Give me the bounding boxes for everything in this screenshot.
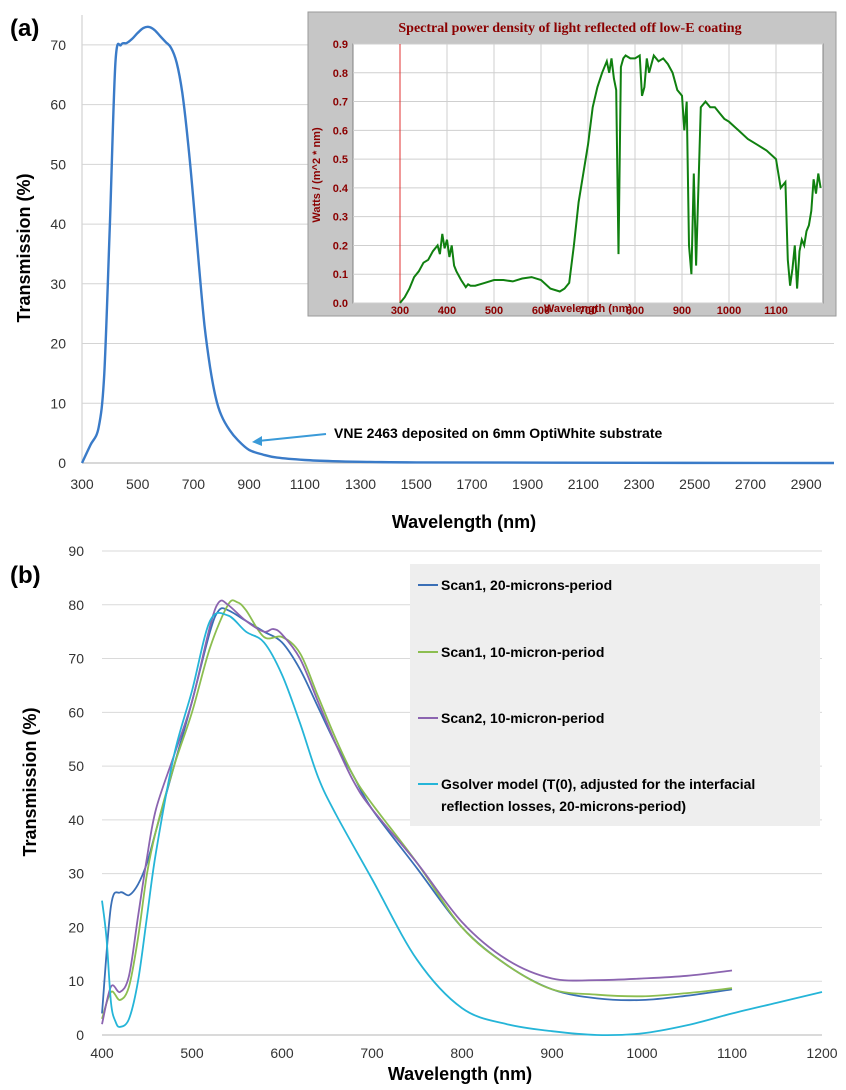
panel-a-label: (a) — [10, 15, 39, 42]
legend-entry: Scan1, 20-microns-period — [441, 577, 612, 593]
inset-title: Spectral power density of light reflecte… — [398, 21, 741, 36]
panel-a-x-tick-label: 1900 — [512, 476, 543, 492]
panel-a-x-tick-label: 2100 — [568, 476, 599, 492]
inset-x-tick-label: 1000 — [717, 305, 741, 317]
panel-b-x-tick-label: 700 — [360, 1045, 384, 1061]
panel-a-x-tick-label: 1100 — [290, 476, 320, 492]
inset-y-tick-label: 0.5 — [333, 154, 348, 166]
panel-b-series-lines — [101, 599, 823, 1037]
panel-a-x-tick-label: 500 — [126, 476, 150, 492]
panel-a-y-axis-title: Transmission (%) — [14, 173, 34, 322]
inset-chart: Spectral power density of light reflecte… — [307, 11, 837, 317]
panel-b-series-line — [101, 611, 823, 1037]
panel-a-x-tick-label: 1700 — [456, 476, 487, 492]
panel-a-x-tick-label: 1500 — [401, 476, 432, 492]
panel-a-y-tick-label: 70 — [50, 37, 66, 53]
panel-b-y-ticks: 0 10 20 30 40 50 60 70 80 90 — [68, 543, 84, 1043]
panel-b-chart: (b) 0 10 20 30 40 50 60 70 80 90 400 500 600 700 800 9… — [10, 543, 838, 1084]
panel-b-y-tick-label: 50 — [68, 758, 84, 774]
inset-y-tick-label: 0.2 — [333, 240, 348, 252]
inset-x-axis-title: Wavelength (nm) — [544, 303, 633, 315]
inset-x-tick-label: 1100 — [764, 305, 788, 317]
inset-y-tick-label: 0.9 — [333, 39, 348, 51]
inset-y-tick-label: 0.0 — [333, 298, 348, 310]
panel-a-x-axis-title: Wavelength (nm) — [392, 512, 536, 532]
inset-x-tick-label: 800 — [626, 305, 644, 317]
annotation-text: VNE 2463 deposited on 6mm OptiWhite subs… — [334, 425, 663, 441]
panel-b-label: (b) — [10, 562, 41, 589]
panel-b-y-tick-label: 80 — [68, 597, 84, 613]
panel-b-x-tick-label: 400 — [90, 1045, 114, 1061]
panel-b-x-tick-label: 1000 — [626, 1045, 657, 1061]
inset-y-tick-label: 0.6 — [333, 125, 348, 137]
panel-a-y-tick-label: 10 — [50, 395, 66, 411]
inset-y-tick-label: 0.8 — [333, 68, 348, 80]
panel-a-y-tick-label: 60 — [50, 97, 66, 113]
panel-a-y-tick-label: 50 — [50, 156, 66, 172]
inset-x-tick-label: 400 — [438, 305, 456, 317]
panel-a-x-tick-label: 2700 — [735, 476, 766, 492]
inset-y-tick-label: 0.7 — [333, 97, 348, 109]
panel-b-y-tick-label: 70 — [68, 651, 84, 667]
inset-series-line — [399, 53, 822, 304]
inset-x-tick-label: 500 — [485, 305, 503, 317]
panel-b-legend: Scan1, 20-microns-period Scan1, 10-micron… — [410, 564, 820, 826]
panel-b-y-tick-label: 90 — [68, 543, 84, 559]
panel-b-y-tick-label: 10 — [68, 973, 84, 989]
inset-x-tick-label: 600 — [532, 305, 550, 317]
inset-y-ticks: 0.0 0.1 0.2 0.3 0.4 0.5 0.6 0.7 0.8 0.9 — [333, 39, 349, 310]
panel-b-y-tick-label: 60 — [68, 704, 84, 720]
legend-box — [410, 564, 820, 826]
panel-a-x-tick-label: 2900 — [791, 476, 822, 492]
inset-x-tick-label: 300 — [391, 305, 409, 317]
panel-a-y-tick-label: 40 — [50, 216, 66, 232]
panel-b-x-tick-label: 1100 — [717, 1045, 747, 1061]
panel-b-x-tick-label: 900 — [540, 1045, 564, 1061]
panel-b-y-tick-label: 30 — [68, 866, 84, 882]
panel-b-x-tick-label: 500 — [180, 1045, 204, 1061]
panel-a-annotation: VNE 2463 deposited on 6mm OptiWhite subs… — [252, 425, 663, 446]
legend-entry: Scan2, 10-micron-period — [441, 710, 604, 726]
panel-a-x-ticks: 300 500 700 900 1100 1300 1500 1700 1900 2100 2300… — [70, 476, 822, 492]
panel-b-x-tick-label: 600 — [270, 1045, 294, 1061]
panel-b-x-axis-title: Wavelength (nm) — [388, 1064, 532, 1084]
panel-a-y-tick-label: 20 — [50, 336, 66, 352]
inset-x-tick-label: 900 — [673, 305, 691, 317]
inset-y-tick-label: 0.1 — [333, 269, 348, 281]
panel-a-y-tick-label: 30 — [50, 276, 66, 292]
panel-a-x-tick-label: 2500 — [679, 476, 710, 492]
panel-a-x-tick-label: 2300 — [623, 476, 654, 492]
legend-entry: Gsolver model (T(0), adjusted for the in… — [441, 776, 755, 814]
panel-b-x-ticks: 400 500 600 700 800 900 1000 1100 1200 — [90, 1045, 837, 1061]
panel-b-y-axis-title: Transmission (%) — [20, 707, 40, 856]
legend-entry: Scan1, 10-micron-period — [441, 644, 604, 660]
panel-a-x-tick-label: 900 — [237, 476, 261, 492]
annotation-arrow — [257, 433, 327, 442]
inset-y-axis-title: Watts / (m^2 * nm) — [311, 127, 323, 223]
panel-b-series-line — [101, 599, 733, 1025]
panel-a-x-tick-label: 300 — [70, 476, 94, 492]
panel-b-y-tick-label: 20 — [68, 919, 84, 935]
inset-x-ticks: 300 400 500 600 700 800 900 1000 1100 — [391, 305, 788, 317]
panel-b-y-tick-label: 0 — [76, 1027, 84, 1043]
panel-b-y-tick-label: 40 — [68, 812, 84, 828]
panel-a-x-tick-label: 700 — [182, 476, 206, 492]
annotation-arrowhead — [252, 436, 262, 446]
inset-x-tick-label: 700 — [579, 305, 597, 317]
panel-a-x-tick-label: 1300 — [345, 476, 376, 492]
panel-a-chart: (a) 0 10 20 30 40 50 60 70 300 500 700 900 1100 1300… — [10, 11, 837, 532]
panel-b-x-tick-label: 1200 — [806, 1045, 837, 1061]
panel-a-series-line — [80, 25, 835, 465]
panel-a-y-ticks: 0 10 20 30 40 50 60 70 — [50, 37, 66, 471]
panel-a-y-tick-label: 0 — [58, 455, 66, 471]
inset-y-tick-label: 0.3 — [333, 212, 348, 224]
panel-b-series-line — [101, 599, 733, 1020]
panel-b-x-tick-label: 800 — [450, 1045, 474, 1061]
inset-y-tick-label: 0.4 — [333, 183, 349, 195]
